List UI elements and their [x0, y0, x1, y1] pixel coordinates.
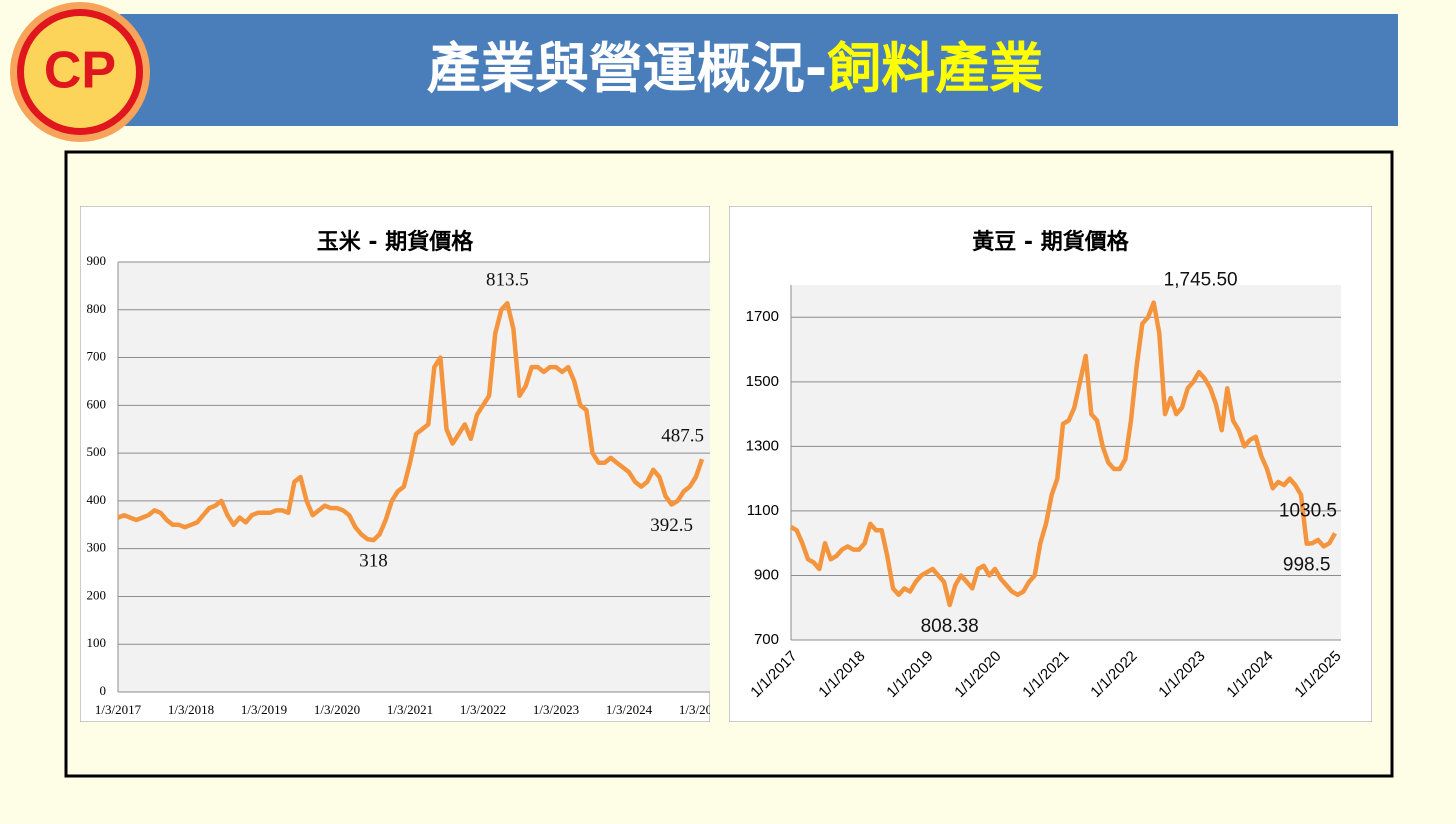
y-tick-label: 1500 [746, 373, 779, 390]
data-label: 392.5 [650, 515, 693, 536]
logo-core [24, 16, 136, 128]
header-title: 產業與營運概況-飼料產業 [427, 37, 1043, 100]
x-tick-label: 1/3/2024 [606, 702, 653, 717]
y-tick-label: 600 [87, 396, 107, 411]
data-label: 998.5 [1283, 555, 1331, 576]
x-tick-label: 1/3/2025 [679, 702, 725, 717]
y-tick-label: 1700 [746, 308, 779, 325]
x-tick-label: 1/3/2022 [460, 702, 506, 717]
chart: 玉米 - 期貨價格 0 100 200 300 400 500 600 700 800 900 1/3… [80, 206, 725, 722]
y-tick-label: 300 [87, 540, 107, 555]
chart-title: 玉米 - 期貨價格 [317, 229, 474, 255]
x-tick-label: 1/3/2020 [314, 702, 360, 717]
plot-area [791, 285, 1341, 640]
y-tick-label: 100 [87, 635, 107, 650]
logo-text: CP [44, 42, 116, 100]
x-tick-label: 1/3/2019 [241, 702, 287, 717]
data-label: 1030.5 [1279, 500, 1337, 521]
plot-area [118, 262, 710, 692]
y-tick-label: 1300 [746, 437, 779, 454]
header-title-highlight: 飼料產業 [827, 37, 1043, 100]
y-tick-label: 200 [87, 587, 107, 602]
x-tick-label: 1/3/2023 [533, 702, 579, 717]
y-tick-label: 700 [754, 631, 779, 648]
y-tick-label: 500 [87, 444, 107, 459]
y-tick-label: 900 [87, 253, 107, 268]
x-tick-label: 1/3/2018 [168, 702, 214, 717]
data-label: 487.5 [661, 425, 704, 446]
y-tick-label: 400 [87, 492, 107, 507]
line-series [117, 301, 705, 543]
line-series [789, 300, 1337, 608]
data-label: 1,745.50 [1164, 270, 1238, 291]
y-tick-label: 700 [87, 349, 107, 364]
y-tick-label: 900 [754, 566, 779, 583]
y-tick-label: 800 [87, 301, 107, 316]
x-tick-label: 1/3/2017 [95, 702, 142, 717]
chart-title: 黃豆 - 期貨價格 [972, 229, 1129, 255]
y-tick-label: 1100 [747, 502, 779, 519]
data-label: 813.5 [486, 270, 529, 291]
data-label: 808.38 [921, 616, 979, 637]
y-tick-label: 0 [100, 683, 107, 698]
x-tick-label: 1/3/2021 [387, 702, 433, 717]
header-banner [120, 14, 1398, 126]
header-title-main: 產業與營運概況- [427, 37, 827, 100]
data-label: 318 [359, 550, 388, 571]
